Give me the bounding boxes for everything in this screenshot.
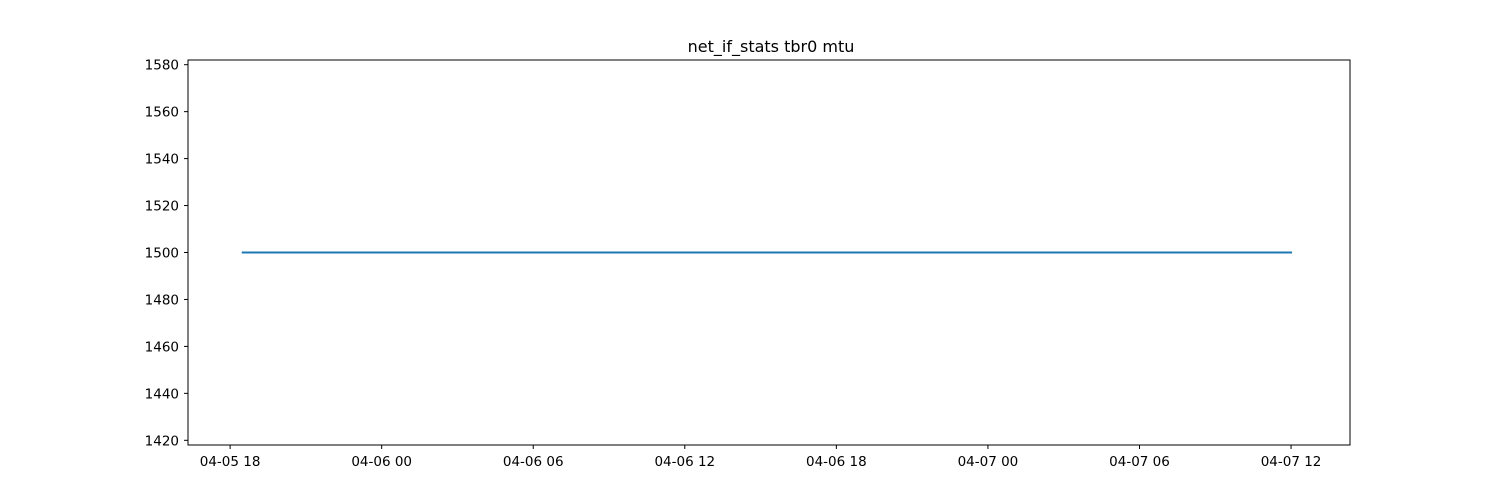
x-tick-label: 04-07 00 xyxy=(958,454,1019,470)
y-tick-label: 1520 xyxy=(145,199,179,215)
y-tick-label: 1460 xyxy=(145,339,179,355)
chart-title: net_if_stats tbr0 mtu xyxy=(688,37,855,57)
y-tick-label: 1480 xyxy=(145,292,179,308)
x-tick-label: 04-07 12 xyxy=(1261,454,1322,470)
y-axis: 1420 1440 1460 1480 1500 1520 1540 1560 1580 xyxy=(145,58,188,449)
y-tick-label: 1420 xyxy=(145,433,179,449)
y-tick-label: 1500 xyxy=(145,246,179,262)
x-tick-label: 04-05 18 xyxy=(200,454,261,470)
x-axis: 04-05 18 04-06 00 04-06 06 04-06 12 04-06 18… xyxy=(200,445,1322,470)
x-tick-label: 04-06 00 xyxy=(351,454,412,470)
y-tick-label: 1540 xyxy=(145,152,179,168)
y-tick-label: 1560 xyxy=(145,105,179,121)
y-tick-label: 1440 xyxy=(145,386,179,402)
x-tick-label: 04-06 18 xyxy=(806,454,867,470)
y-tick-label: 1580 xyxy=(145,58,179,74)
x-tick-label: 04-06 06 xyxy=(503,454,564,470)
x-tick-label: 04-06 12 xyxy=(654,454,715,470)
x-tick-label: 04-07 06 xyxy=(1109,454,1170,470)
